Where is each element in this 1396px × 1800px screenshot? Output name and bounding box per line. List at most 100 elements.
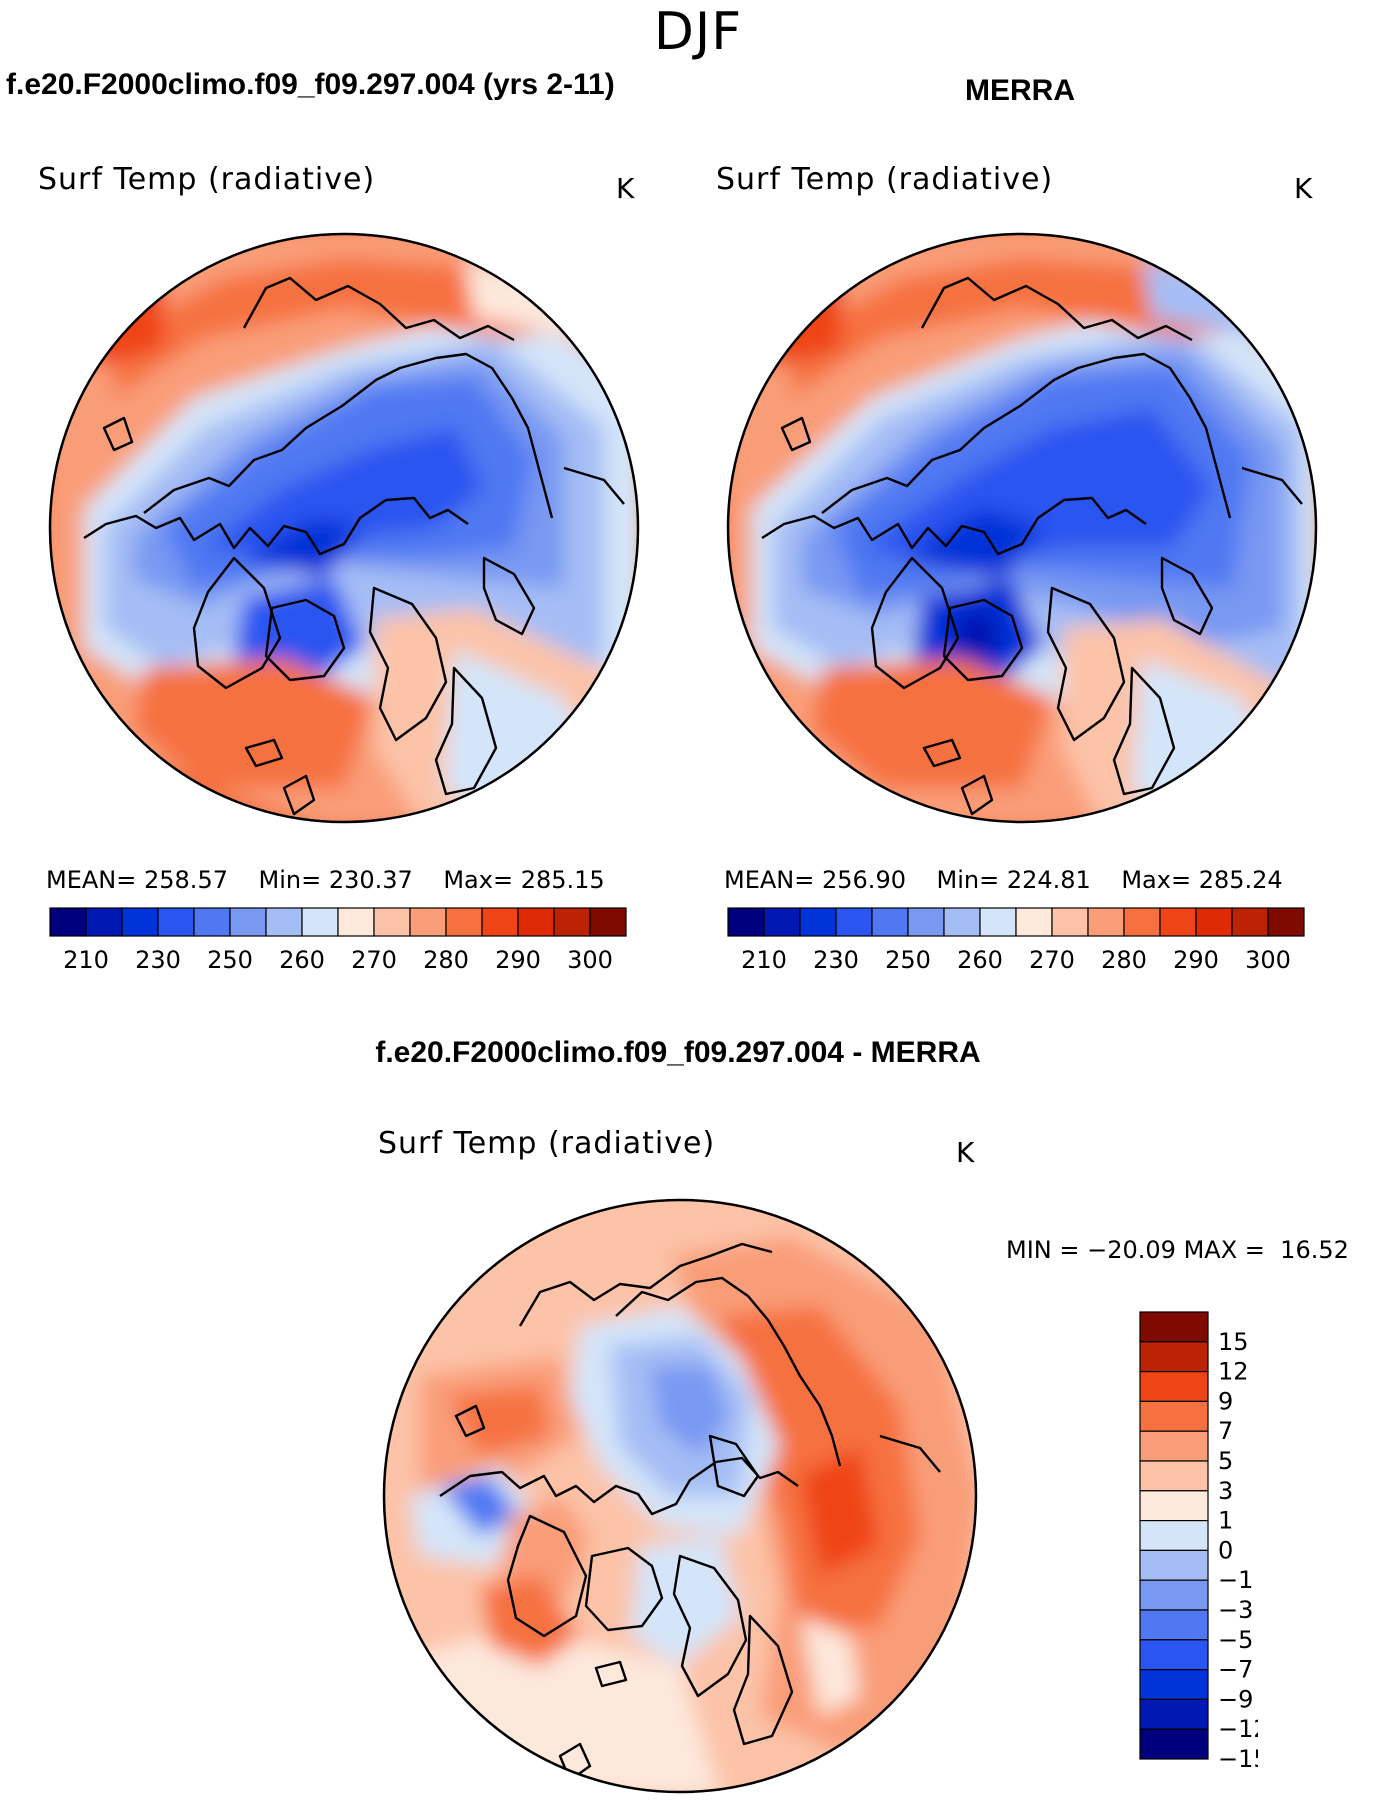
- colorbar-swatch: [553, 907, 591, 937]
- diff-stats: MIN = −20.09 MAX = 16.52: [1006, 1236, 1349, 1264]
- panel-right-variable-label: Surf Temp (radiative): [716, 162, 1054, 197]
- colorbar-tick-label: 230: [813, 946, 859, 974]
- colorbar-tick-label: 280: [1101, 946, 1147, 974]
- colorbar-swatch: [481, 907, 519, 937]
- colorbar-tick-label: 230: [135, 946, 181, 974]
- diff-variable-label: Surf Temp (radiative): [378, 1126, 716, 1161]
- panel-left-mean-value: 258.57: [144, 866, 228, 894]
- colorbar-swatch: [1139, 1579, 1209, 1611]
- colorbar-swatch: [445, 907, 483, 937]
- colorbar-swatch: [1139, 1341, 1209, 1373]
- colorbar-tick-label: 210: [741, 946, 787, 974]
- colorbar-tick-label: 5: [1218, 1447, 1233, 1475]
- colorbar-swatch: [337, 907, 375, 937]
- panel-right-max-label: Max=: [1121, 866, 1192, 894]
- panel-right-mean-label: MEAN=: [724, 866, 815, 894]
- colorbar-swatch: [799, 907, 837, 937]
- colorbar-swatch: [1139, 1400, 1209, 1432]
- colorbar-swatch: [1139, 1490, 1209, 1522]
- colorbar-tick-label: 290: [495, 946, 541, 974]
- colorbar-swatch: [301, 907, 339, 937]
- diff-min-value: −20.09: [1087, 1236, 1176, 1264]
- diff-case-title: f.e20.F2000climo.f09_f09.297.004 - MERRA: [375, 1036, 981, 1069]
- colorbar-swatch: [85, 907, 123, 937]
- panel-right-min-label: Min=: [936, 866, 1000, 894]
- panel-left-variable-label: Surf Temp (radiative): [38, 162, 376, 197]
- colorbar-swatch: [1195, 907, 1233, 937]
- colorbar-tick-label: 250: [885, 946, 931, 974]
- panel-left-units-label: K: [616, 172, 635, 205]
- colorbar-swatch: [943, 907, 981, 937]
- colorbar-swatch: [373, 907, 411, 937]
- colorbar-swatch: [157, 907, 195, 937]
- panel-left-min-label: Min=: [258, 866, 322, 894]
- colorbar-swatch: [1139, 1430, 1209, 1462]
- colorbar-swatch: [979, 907, 1017, 937]
- colorbar-tick-label: 260: [957, 946, 1003, 974]
- colorbar-tick-label: −3: [1218, 1596, 1253, 1624]
- colorbar-tick-label: −15: [1218, 1745, 1258, 1773]
- colorbar-tick-label: 300: [1245, 946, 1291, 974]
- colorbar-tick-label: 9: [1218, 1387, 1233, 1415]
- colorbar-swatch: [589, 907, 627, 937]
- colorbar-swatch: [1139, 1639, 1209, 1671]
- colorbar-tick-label: 7: [1218, 1417, 1233, 1445]
- panel-left-max-label: Max=: [443, 866, 514, 894]
- panel-right-polar-map: [726, 232, 1318, 824]
- colorbar-swatch: [907, 907, 945, 937]
- colorbar-swatch: [1139, 1609, 1209, 1641]
- colorbar-swatch: [727, 907, 765, 937]
- diff-max-value: 16.52: [1280, 1236, 1349, 1264]
- diff-polar-map: [382, 1198, 978, 1794]
- panel-right-stats: MEAN= 256.90 Min= 224.81 Max= 285.24: [724, 866, 1283, 894]
- panel-left-colorbar: 210 230 250 260 270 280 290 300: [49, 907, 627, 974]
- panel-left-max-value: 285.15: [520, 866, 605, 894]
- panel-right-max-value: 285.24: [1198, 866, 1283, 894]
- colorbar-tick-label: −5: [1218, 1626, 1253, 1654]
- colorbar-swatch: [1139, 1370, 1209, 1402]
- panel-right-mean-value: 256.90: [822, 866, 906, 894]
- colorbar-swatch: [1139, 1669, 1209, 1701]
- colorbar-tick-label: −9: [1218, 1685, 1253, 1713]
- colorbar-swatch: [1015, 907, 1053, 937]
- diff-max-label: MAX =: [1183, 1236, 1265, 1264]
- panel-left-case-title: f.e20.F2000climo.f09_f09.297.004 (yrs 2-…: [6, 68, 615, 101]
- colorbar-swatch: [193, 907, 231, 937]
- colorbar-tick-label: 0: [1218, 1536, 1233, 1564]
- colorbar-swatch: [1139, 1549, 1209, 1581]
- colorbar-swatch: [1139, 1520, 1209, 1552]
- colorbar-swatch: [1051, 907, 1089, 937]
- colorbar-swatch: [49, 907, 87, 937]
- colorbar-swatch: [229, 907, 267, 937]
- colorbar-swatch: [871, 907, 909, 937]
- colorbar-swatch: [1231, 907, 1269, 937]
- panel-right-case-title: MERRA: [965, 74, 1075, 107]
- colorbar-swatch: [1139, 1728, 1209, 1760]
- panel-right-colorbar: 210 230 250 260 270 280 290 300: [727, 907, 1305, 974]
- diff-min-label: MIN =: [1006, 1236, 1080, 1264]
- season-title: DJF: [653, 2, 743, 62]
- colorbar-tick-label: 12: [1218, 1358, 1249, 1386]
- panel-left-min-value: 230.37: [328, 866, 413, 894]
- colorbar-swatch: [265, 907, 303, 937]
- colorbar-swatch: [1087, 907, 1125, 937]
- panel-left-mean-label: MEAN=: [46, 866, 137, 894]
- colorbar-tick-label: 3: [1218, 1477, 1233, 1505]
- colorbar-tick-label: 300: [567, 946, 613, 974]
- colorbar-swatch: [409, 907, 447, 937]
- colorbar-tick-label: 1: [1218, 1507, 1233, 1535]
- panel-left-stats: MEAN= 258.57 Min= 230.37 Max= 285.15: [46, 866, 605, 894]
- colorbar-tick-label: 260: [279, 946, 325, 974]
- panel-left-polar-map: [48, 232, 640, 824]
- colorbar-swatch: [1139, 1311, 1209, 1343]
- colorbar-tick-label: 250: [207, 946, 253, 974]
- colorbar-tick-label: 15: [1218, 1328, 1249, 1356]
- colorbar-swatch: [1139, 1698, 1209, 1730]
- colorbar-swatch: [121, 907, 159, 937]
- panel-right-units-label: K: [1294, 172, 1313, 205]
- colorbar-swatch: [1267, 907, 1305, 937]
- colorbar-swatch: [835, 907, 873, 937]
- colorbar-tick-label: 210: [63, 946, 109, 974]
- colorbar-tick-label: 270: [351, 946, 397, 974]
